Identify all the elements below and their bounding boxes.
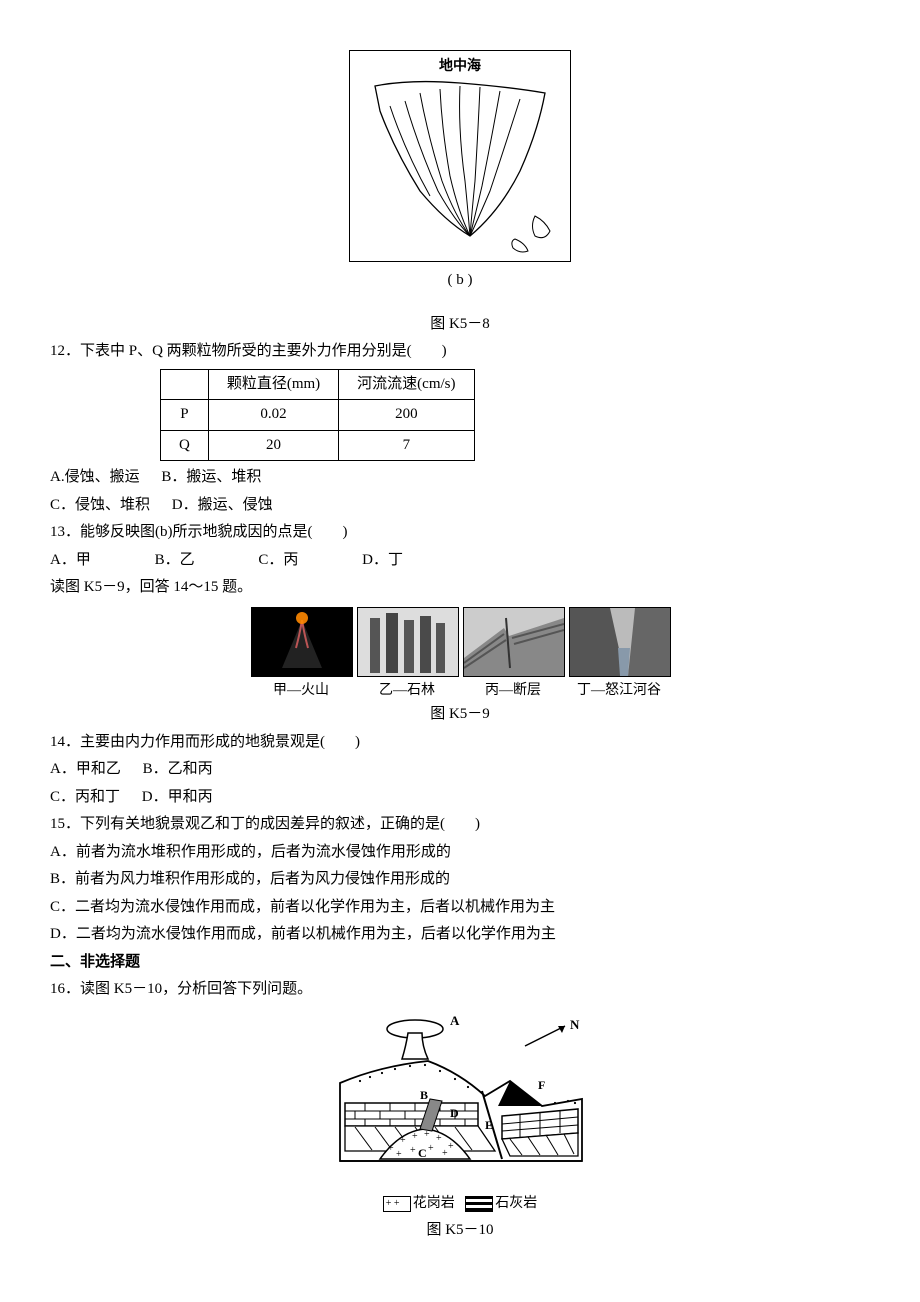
svg-text:+: + xyxy=(410,1145,416,1156)
label-A: A xyxy=(450,1013,460,1028)
th-blank xyxy=(161,369,209,400)
photo-stone-forest xyxy=(357,607,459,677)
legend-swatch-granite: + + xyxy=(383,1196,411,1212)
q16-stem: 16．读图 K5－10，分析回答下列问题。 xyxy=(50,977,870,1003)
q14-opts-line1: A．甲和乙 B．乙和丙 xyxy=(50,757,870,783)
cell-q-label: Q xyxy=(161,430,209,461)
photo-box-fault: 丙—断层 xyxy=(463,607,563,703)
q14-optC: C．丙和丁 xyxy=(50,789,120,805)
section-2-heading: 二、非选择题 xyxy=(50,950,870,976)
th-diameter: 颗粒直径(mm) xyxy=(208,369,338,400)
cell-p-diam: 0.02 xyxy=(208,400,338,431)
cell-q-vel: 7 xyxy=(339,430,474,461)
th-velocity: 河流流速(cm/s) xyxy=(339,369,474,400)
q12-opts-line2: C．侵蚀、堆积 D．搬运、侵蚀 xyxy=(50,493,870,519)
svg-text:+: + xyxy=(396,1149,402,1160)
table-row: Q 20 7 xyxy=(161,430,475,461)
q12-optA: A.侵蚀、搬运 xyxy=(50,469,140,485)
q13-stem: 13．能够反映图(b)所示地貌成因的点是( ) xyxy=(50,520,870,546)
table-row: P 0.02 200 xyxy=(161,400,475,431)
svg-text:+: + xyxy=(412,1131,418,1142)
q15-optC: C．二者均为流水侵蚀作用而成，前者以化学作用为主，后者以机械作用为主 xyxy=(50,895,870,921)
q12-table: 颗粒直径(mm) 河流流速(cm/s) P 0.02 200 Q 20 7 xyxy=(160,369,475,462)
svg-text:+: + xyxy=(428,1143,434,1154)
figure-k5-9-row: 甲—火山 乙—石林 丙—断层 xyxy=(50,607,870,703)
svg-text:+: + xyxy=(448,1141,454,1152)
label-C: C xyxy=(418,1146,427,1160)
q12-stem: 12．下表中 P、Q 两颗粒物所受的主要外力作用分别是( ) xyxy=(50,339,870,365)
q14-optD: D．甲和丙 xyxy=(142,789,213,805)
figure-k5-10-caption: 图 K5－10 xyxy=(310,1218,610,1244)
q13-optC: C．丙 xyxy=(258,552,298,568)
figure-k5-10-legend: + + 花岗岩 石灰岩 xyxy=(310,1192,610,1216)
q14-opts-line2: C．丙和丁 D．甲和丙 xyxy=(50,785,870,811)
legend-granite-label: 花岗岩 xyxy=(413,1196,455,1211)
map-title: 地中海 xyxy=(350,55,570,79)
q12-optC: C．侵蚀、堆积 xyxy=(50,497,150,513)
photo-box-nujiang: 丁—怒江河谷 xyxy=(569,607,669,703)
photo-cap-1: 甲—火山 xyxy=(251,679,351,703)
figure-k5-10: +++ +++ ++++ A N B D E F C + + 花岗岩 石灰岩 图… xyxy=(310,1011,610,1244)
q15-optD: D．二者均为流水侵蚀作用而成，前者以机械作用为主，后者以化学作用为主 xyxy=(50,922,870,948)
photo-cap-4: 丁—怒江河谷 xyxy=(569,679,669,703)
figure-k5-9-caption: 图 K5－9 xyxy=(50,702,870,728)
label-B: B xyxy=(420,1088,428,1102)
lead-14-15: 读图 K5－9，回答 14～15 题。 xyxy=(50,575,870,601)
label-F: F xyxy=(538,1078,545,1092)
figure-b-sublabel: ( b ) xyxy=(50,268,870,294)
svg-text:+: + xyxy=(436,1133,442,1144)
svg-text:+: + xyxy=(400,1135,406,1146)
q14-optA: A．甲和乙 xyxy=(50,761,121,777)
cell-p-vel: 200 xyxy=(339,400,474,431)
q15-stem: 15．下列有关地貌景观乙和丁的成因差异的叙述，正确的是( ) xyxy=(50,812,870,838)
q13-optD: D．丁 xyxy=(362,552,403,568)
svg-text:+: + xyxy=(388,1143,394,1154)
photo-box-volcano: 甲—火山 xyxy=(251,607,351,703)
photo-cap-3: 丙—断层 xyxy=(463,679,563,703)
q13-optB: B．乙 xyxy=(155,552,195,568)
q15-optA: A．前者为流水堆积作用形成的，后者为流水侵蚀作用形成的 xyxy=(50,840,870,866)
legend-lime-label: 石灰岩 xyxy=(495,1196,537,1211)
photo-nujiang xyxy=(569,607,671,677)
map-svg xyxy=(350,51,570,261)
label-N: N xyxy=(570,1017,580,1032)
svg-text:+: + xyxy=(442,1148,448,1159)
figure-b-caption: 图 K5－8 xyxy=(50,312,870,338)
q12-optB: B．搬运、堆积 xyxy=(161,469,261,485)
label-E: E xyxy=(485,1118,493,1132)
q12-optD: D．搬运、侵蚀 xyxy=(172,497,273,513)
figure-b-container: 地中海 ( b ) 图 K5－8 xyxy=(50,50,870,337)
photo-volcano xyxy=(251,607,353,677)
q13-opts: A．甲 B．乙 C．丙 D．丁 xyxy=(50,548,870,574)
legend-swatch-lime xyxy=(465,1196,493,1212)
q13-optA: A．甲 xyxy=(50,552,91,568)
photo-cap-2: 乙—石林 xyxy=(357,679,457,703)
q15-optB: B．前者为风力堆积作用形成的，后者为风力侵蚀作用形成的 xyxy=(50,867,870,893)
q14-stem: 14．主要由内力作用而形成的地貌景观是( ) xyxy=(50,730,870,756)
cell-p-label: P xyxy=(161,400,209,431)
photo-fault xyxy=(463,607,565,677)
cell-q-diam: 20 xyxy=(208,430,338,461)
q12-opts-line1: A.侵蚀、搬运 B．搬运、堆积 xyxy=(50,465,870,491)
figure-b-map: 地中海 xyxy=(349,50,571,262)
q14-optB: B．乙和丙 xyxy=(143,761,213,777)
table-header-row: 颗粒直径(mm) 河流流速(cm/s) xyxy=(161,369,475,400)
geo-cross-section-svg: +++ +++ ++++ A N B D E F C xyxy=(310,1011,610,1181)
label-D: D xyxy=(450,1106,459,1120)
photo-box-stone-forest: 乙—石林 xyxy=(357,607,457,703)
